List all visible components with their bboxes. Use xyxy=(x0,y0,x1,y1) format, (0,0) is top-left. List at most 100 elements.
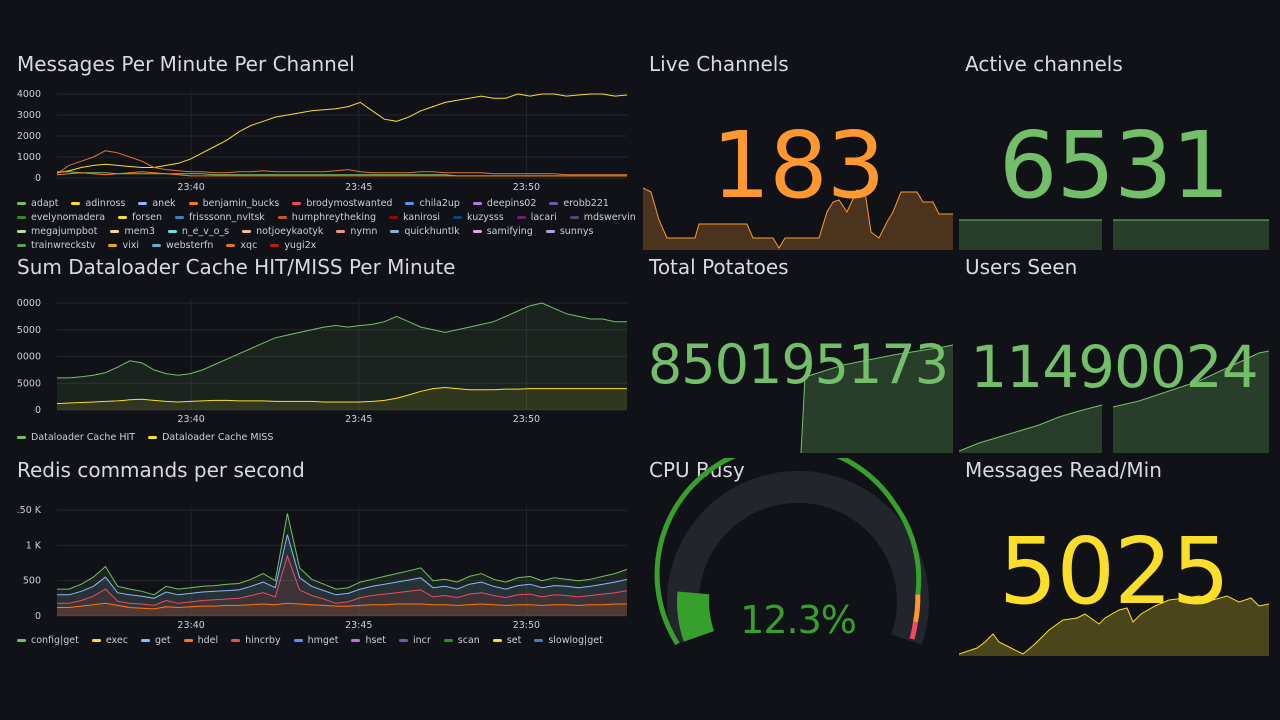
panel-messages-per-minute[interactable]: Messages Per Minute Per Channel 4000 3000… xyxy=(17,52,636,252)
legend-item[interactable]: config|get xyxy=(17,635,79,646)
legend-swatch xyxy=(389,216,399,219)
series-line xyxy=(57,513,628,596)
legend-item[interactable]: mem3 xyxy=(110,226,155,237)
legend-item[interactable]: frisssonn_nvltsk xyxy=(174,212,265,223)
legend-swatch xyxy=(293,639,303,642)
x-tick-label: 23:40 xyxy=(177,182,204,193)
panel-title: Redis commands per second xyxy=(17,458,305,482)
legend-item[interactable]: exec xyxy=(91,635,128,646)
legend-swatch xyxy=(174,216,184,219)
y-tick-label: 3000 xyxy=(17,110,41,121)
panel-title: Messages Per Minute Per Channel xyxy=(17,52,355,76)
x-tick-label: 23:40 xyxy=(177,414,204,425)
x-tick-label: 23:45 xyxy=(345,182,372,193)
legend-label: evelynomadera xyxy=(31,212,106,223)
y-tick-label: 1 K xyxy=(26,540,42,551)
legend-swatch xyxy=(405,202,415,205)
cpu-busy-gauge xyxy=(654,458,929,646)
legend-item[interactable]: hset xyxy=(351,635,386,646)
legend-item[interactable]: kanirosi xyxy=(389,212,440,223)
legend-label: n_e_v_o_s xyxy=(181,226,230,237)
panel-messages-read[interactable]: Messages Read/Min 5025 xyxy=(959,458,1269,658)
panel-redis-commands[interactable]: Redis commands per second 1.50 K 1 K 500 0 2… xyxy=(17,458,629,658)
y-tick-label: 0 xyxy=(35,173,41,184)
legend-item[interactable]: mdswervin xyxy=(569,212,636,223)
legend-label: Dataloader Cache HIT xyxy=(31,432,136,443)
panel-total-potatoes[interactable]: Total Potatoes 850195173 xyxy=(643,255,953,455)
legend-item[interactable]: slowlog|get xyxy=(534,635,603,646)
legend-label: lacari xyxy=(530,212,557,223)
legend-swatch xyxy=(17,436,26,439)
legend-swatch xyxy=(110,230,120,233)
x-tick-label: 23:50 xyxy=(513,182,540,193)
legend-item[interactable]: brodymostwanted xyxy=(292,198,392,209)
legend-item[interactable]: Dataloader Cache MISS xyxy=(148,432,273,443)
legend-swatch xyxy=(138,202,148,205)
legend-label: anek xyxy=(152,198,176,209)
legend-item[interactable]: evelynomadera xyxy=(17,212,105,223)
legend-item[interactable]: nymn xyxy=(336,226,377,237)
legend-item[interactable]: scan xyxy=(443,635,480,646)
legend-item[interactable]: benjamin_bucks xyxy=(188,198,279,209)
legend-item[interactable]: vixi xyxy=(108,240,139,251)
legend-item[interactable]: hdel xyxy=(183,635,218,646)
legend-swatch xyxy=(399,639,408,642)
panel-active-channels[interactable]: Active channels 6531 xyxy=(959,52,1269,252)
panel-dataloader-cache[interactable]: Sum Dataloader Cache HIT/MISS Per Minute… xyxy=(17,255,629,455)
legend-item[interactable]: set xyxy=(492,635,522,646)
messages-chart[interactable]: 4000 3000 2000 1000 0 23:40 23:45 23:50 xyxy=(17,90,629,230)
panel-title: Live Channels xyxy=(649,52,789,76)
legend-label: xqc xyxy=(240,240,258,251)
panel-title: Sum Dataloader Cache HIT/MISS Per Minute xyxy=(17,255,456,279)
legend-item[interactable]: humphreytheking xyxy=(277,212,377,223)
legend-item[interactable]: hincrby xyxy=(231,635,281,646)
series-line xyxy=(56,93,628,174)
legend-item[interactable]: kuzysss xyxy=(453,212,504,223)
legend-label: set xyxy=(506,635,522,646)
series-line xyxy=(57,534,628,599)
legend-item[interactable]: incr xyxy=(399,635,431,646)
legend-item[interactable]: n_e_v_o_s xyxy=(167,226,230,237)
legend-label: adapt xyxy=(31,198,59,209)
series-area xyxy=(57,303,627,410)
legend-item[interactable]: Dataloader Cache HIT xyxy=(17,432,135,443)
legend-item[interactable]: adinross xyxy=(71,198,125,209)
legend-item[interactable]: trainwreckstv xyxy=(17,240,95,251)
legend-item[interactable]: samifying xyxy=(472,226,533,237)
legend-item[interactable]: yugi2x xyxy=(270,240,316,251)
redis-chart[interactable]: 1.50 K 1 K 500 0 23:40 23:45 23:50 xyxy=(17,496,629,636)
legend-item[interactable]: sunnys xyxy=(545,226,593,237)
legend-item[interactable]: megajumpbot xyxy=(17,226,97,237)
legend-label: incr xyxy=(413,635,431,646)
legend-item[interactable]: quickhuntlk xyxy=(390,226,460,237)
x-tick-label: 23:50 xyxy=(513,414,540,425)
legend-item[interactable]: deepins02 xyxy=(472,198,536,209)
active-channels-value: 6531 xyxy=(998,112,1230,219)
legend-item[interactable]: lacari xyxy=(516,212,557,223)
legend-item[interactable]: forsen xyxy=(118,212,162,223)
legend-swatch xyxy=(17,202,26,205)
legend-item[interactable]: notjoeykaotyk xyxy=(242,226,323,237)
legend-item[interactable]: adapt xyxy=(17,198,58,209)
legend-item[interactable]: xqc xyxy=(226,240,257,251)
legend-item[interactable]: get xyxy=(140,635,171,646)
legend-swatch xyxy=(183,639,193,642)
legend-item[interactable]: anek xyxy=(138,198,176,209)
panel-cpu-busy[interactable]: CPU Busy 12.3% xyxy=(643,458,953,658)
legend-item[interactable]: chila2up xyxy=(405,198,460,209)
legend-item[interactable]: hmget xyxy=(293,635,338,646)
users-seen-value: 11490024 xyxy=(970,333,1258,401)
legend-swatch xyxy=(516,216,526,219)
legend-swatch xyxy=(292,202,302,205)
legend-label: frisssonn_nvltsk xyxy=(188,212,265,223)
legend-item[interactable]: erobb221 xyxy=(549,198,609,209)
legend-swatch xyxy=(231,639,241,642)
legend-swatch xyxy=(443,639,453,642)
legend-item[interactable]: websterfn xyxy=(151,240,213,251)
panel-live-channels[interactable]: Live Channels 183 xyxy=(643,52,953,252)
panel-users-seen[interactable]: Users Seen 11490024 xyxy=(959,255,1269,455)
legend-swatch xyxy=(140,639,150,642)
legend-label: humphreytheking xyxy=(291,212,377,223)
